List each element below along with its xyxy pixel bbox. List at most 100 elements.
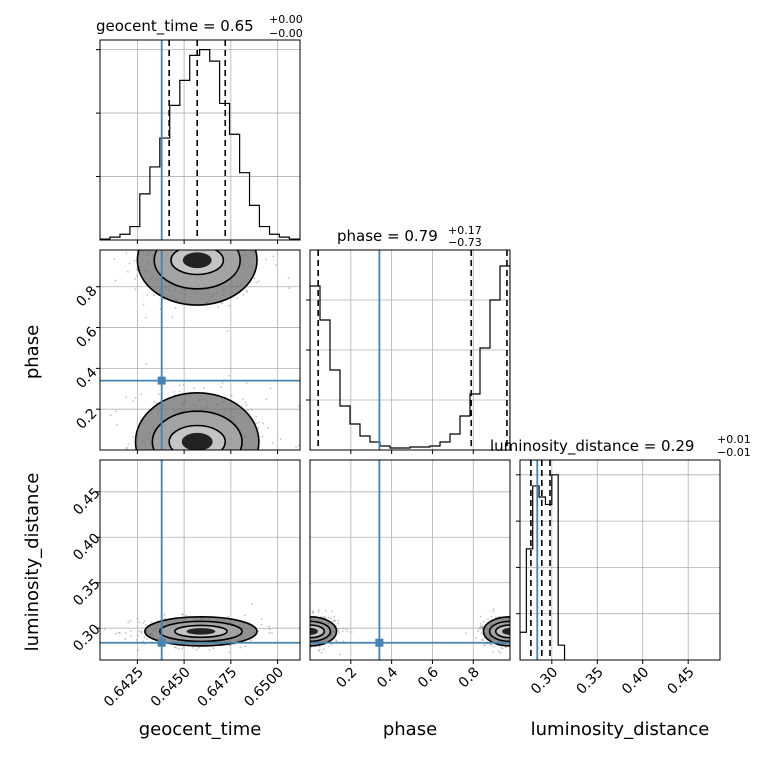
scatter-point <box>333 619 336 622</box>
scatter-point <box>302 635 304 637</box>
scatter-point <box>174 242 176 244</box>
scatter-point <box>527 639 529 641</box>
scatter-point <box>212 647 215 650</box>
ylabel-luminosity-distance: luminosity_distance <box>22 473 43 652</box>
scatter-point <box>119 452 121 454</box>
scatter-point <box>547 628 549 630</box>
scatter-point <box>522 626 524 628</box>
scatter-point <box>215 224 217 226</box>
scatter-point <box>324 609 327 612</box>
scatter-point <box>158 246 160 248</box>
scatter-point <box>304 625 306 627</box>
scatter-point <box>483 644 486 647</box>
scatter-point <box>302 619 304 621</box>
scatter-point <box>174 485 176 487</box>
scatter-point <box>295 618 297 620</box>
scatter-point <box>514 630 516 632</box>
scatter-point <box>255 415 257 418</box>
scatter-point <box>212 241 214 243</box>
xtick-label-geocent-time: 0.6450 <box>148 664 194 710</box>
truth-marker <box>157 376 166 385</box>
xtick-label-geocent-time: 0.6425 <box>101 664 147 710</box>
scatter-point <box>295 639 297 641</box>
scatter-point <box>166 244 168 246</box>
panel-luminosity-distance-vs-phase <box>286 459 549 664</box>
scatter-point <box>134 288 137 291</box>
scatter-point <box>322 648 325 651</box>
scatter-point <box>219 227 221 229</box>
scatter-point <box>511 622 513 624</box>
scatter-point <box>303 649 305 651</box>
scatter-point <box>220 386 223 389</box>
scatter-point <box>240 222 242 224</box>
scatter-point <box>301 621 303 623</box>
scatter-point <box>208 484 210 486</box>
scatter-point <box>293 636 295 638</box>
scatter-point <box>311 611 314 614</box>
scatter-point <box>337 619 340 622</box>
scatter-point <box>137 634 139 637</box>
scatter-point <box>286 630 288 632</box>
scatter-point <box>218 247 220 249</box>
scatter-point <box>516 630 518 632</box>
scatter-point <box>210 222 212 224</box>
scatter-point <box>516 623 518 625</box>
scatter-point <box>212 222 214 224</box>
histogram-step-phase <box>310 265 510 450</box>
scatter-point <box>522 639 524 641</box>
scatter-point <box>512 620 514 622</box>
scatter-point <box>127 443 130 446</box>
scatter-point <box>301 620 303 622</box>
scatter-point <box>516 628 518 630</box>
scatter-point <box>216 243 218 245</box>
scatter-point <box>515 633 517 635</box>
scatter-point <box>248 235 250 237</box>
scatter-point <box>215 224 217 226</box>
scatter-point <box>300 645 302 647</box>
scatter-point <box>166 236 168 238</box>
scatter-point <box>253 277 256 280</box>
scatter-point <box>216 455 218 457</box>
scatter-point <box>300 632 302 634</box>
scatter-point <box>524 628 526 630</box>
scatter-point <box>206 247 208 249</box>
scatter-point <box>260 618 263 620</box>
scatter-point <box>147 217 149 219</box>
scatter-point <box>521 644 523 646</box>
panel-luminosity-distance-vs-geocent-time-border <box>99 459 301 661</box>
scatter-point <box>303 631 305 633</box>
title-phase-text: phase = 0.79 <box>337 227 438 245</box>
scatter-point <box>197 246 199 248</box>
scatter-point <box>482 639 484 642</box>
scatter-point <box>114 632 117 635</box>
scatter-point <box>540 636 542 638</box>
contour-0-0 <box>170 250 225 276</box>
scatter-point <box>186 234 188 236</box>
scatter-point <box>481 625 483 628</box>
contour-1-2 <box>482 616 510 647</box>
scatter-point <box>213 227 215 229</box>
scatter-point <box>497 650 500 653</box>
scatter-point <box>257 427 260 429</box>
scatter-point <box>136 617 139 620</box>
xtick-label-luminosity-distance: 0.30 <box>528 664 561 697</box>
panel-phase-vs-geocent-time-plot-area <box>100 202 300 506</box>
scatter-point <box>145 362 148 365</box>
scatter-point <box>168 504 170 506</box>
scatter-point <box>304 620 306 622</box>
scatter-point <box>294 631 296 633</box>
scatter-point <box>290 632 292 634</box>
hist-geocent-time-plot-area <box>100 40 300 240</box>
scatter-point <box>521 618 523 620</box>
scatter-point <box>124 638 127 641</box>
scatter-point <box>297 645 299 647</box>
scatter-point <box>301 628 303 630</box>
scatter-point <box>206 236 208 238</box>
scatter-point <box>538 622 540 624</box>
scatter-point <box>216 202 218 204</box>
scatter-point <box>207 243 209 245</box>
title-geocent-time-plus: +0.00 <box>269 13 303 26</box>
scatter-point <box>317 609 320 612</box>
contour-1-2 <box>134 392 260 450</box>
scatter-point <box>119 467 121 469</box>
